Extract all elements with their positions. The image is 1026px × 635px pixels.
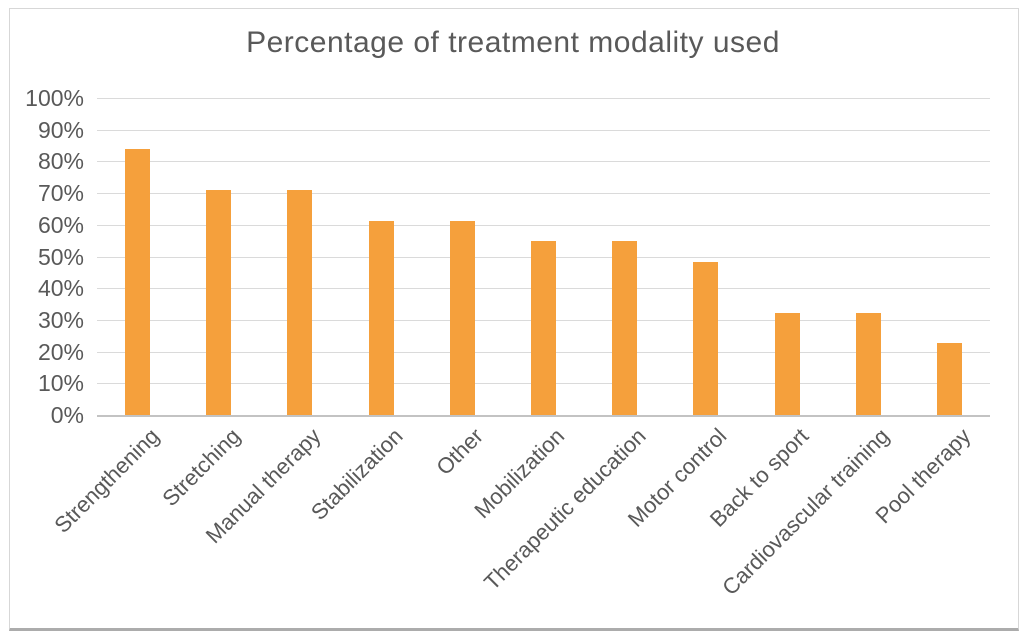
- bar-manual-therapy: [287, 190, 312, 415]
- y-axis-tick-label: 80%: [37, 148, 84, 174]
- y-axis-tick-label: 100%: [25, 85, 84, 111]
- bar-back-to-sport: [775, 313, 800, 415]
- gridline: [97, 98, 990, 99]
- bar-motor-control: [693, 262, 718, 415]
- y-axis-tick-label: 50%: [37, 244, 84, 270]
- y-axis: 100% 90% 80% 70% 60% 50% 40% 30% 20% 10% 0%: [0, 87, 84, 427]
- y-axis-tick-label: 70%: [37, 180, 84, 206]
- gridline: [97, 193, 990, 194]
- y-axis-tick-label: 20%: [37, 339, 84, 365]
- bar-cardiovascular-training: [856, 313, 881, 415]
- bar-stabilization: [369, 221, 394, 415]
- plot-area: [97, 98, 990, 417]
- bar-therapeutic-education: [612, 241, 637, 415]
- bar-strengthening: [125, 149, 150, 415]
- gridline: [97, 161, 990, 162]
- bar-mobilization: [531, 241, 556, 415]
- y-axis-tick-label: 30%: [37, 307, 84, 333]
- bar-pool-therapy: [937, 343, 962, 415]
- gridline: [97, 130, 990, 131]
- y-axis-tick-label: 10%: [37, 370, 84, 396]
- figure-frame: [9, 8, 1019, 631]
- y-axis-tick-label: 90%: [37, 117, 84, 143]
- bar-stretching: [206, 190, 231, 415]
- y-axis-tick-label: 40%: [37, 275, 84, 301]
- y-axis-tick-label: 0%: [50, 402, 84, 428]
- bar-other: [450, 221, 475, 415]
- x-axis-line: [97, 415, 990, 417]
- y-axis-tick-label: 60%: [37, 212, 84, 238]
- gridline: [97, 225, 990, 226]
- chart-title: Percentage of treatment modality used: [246, 26, 780, 59]
